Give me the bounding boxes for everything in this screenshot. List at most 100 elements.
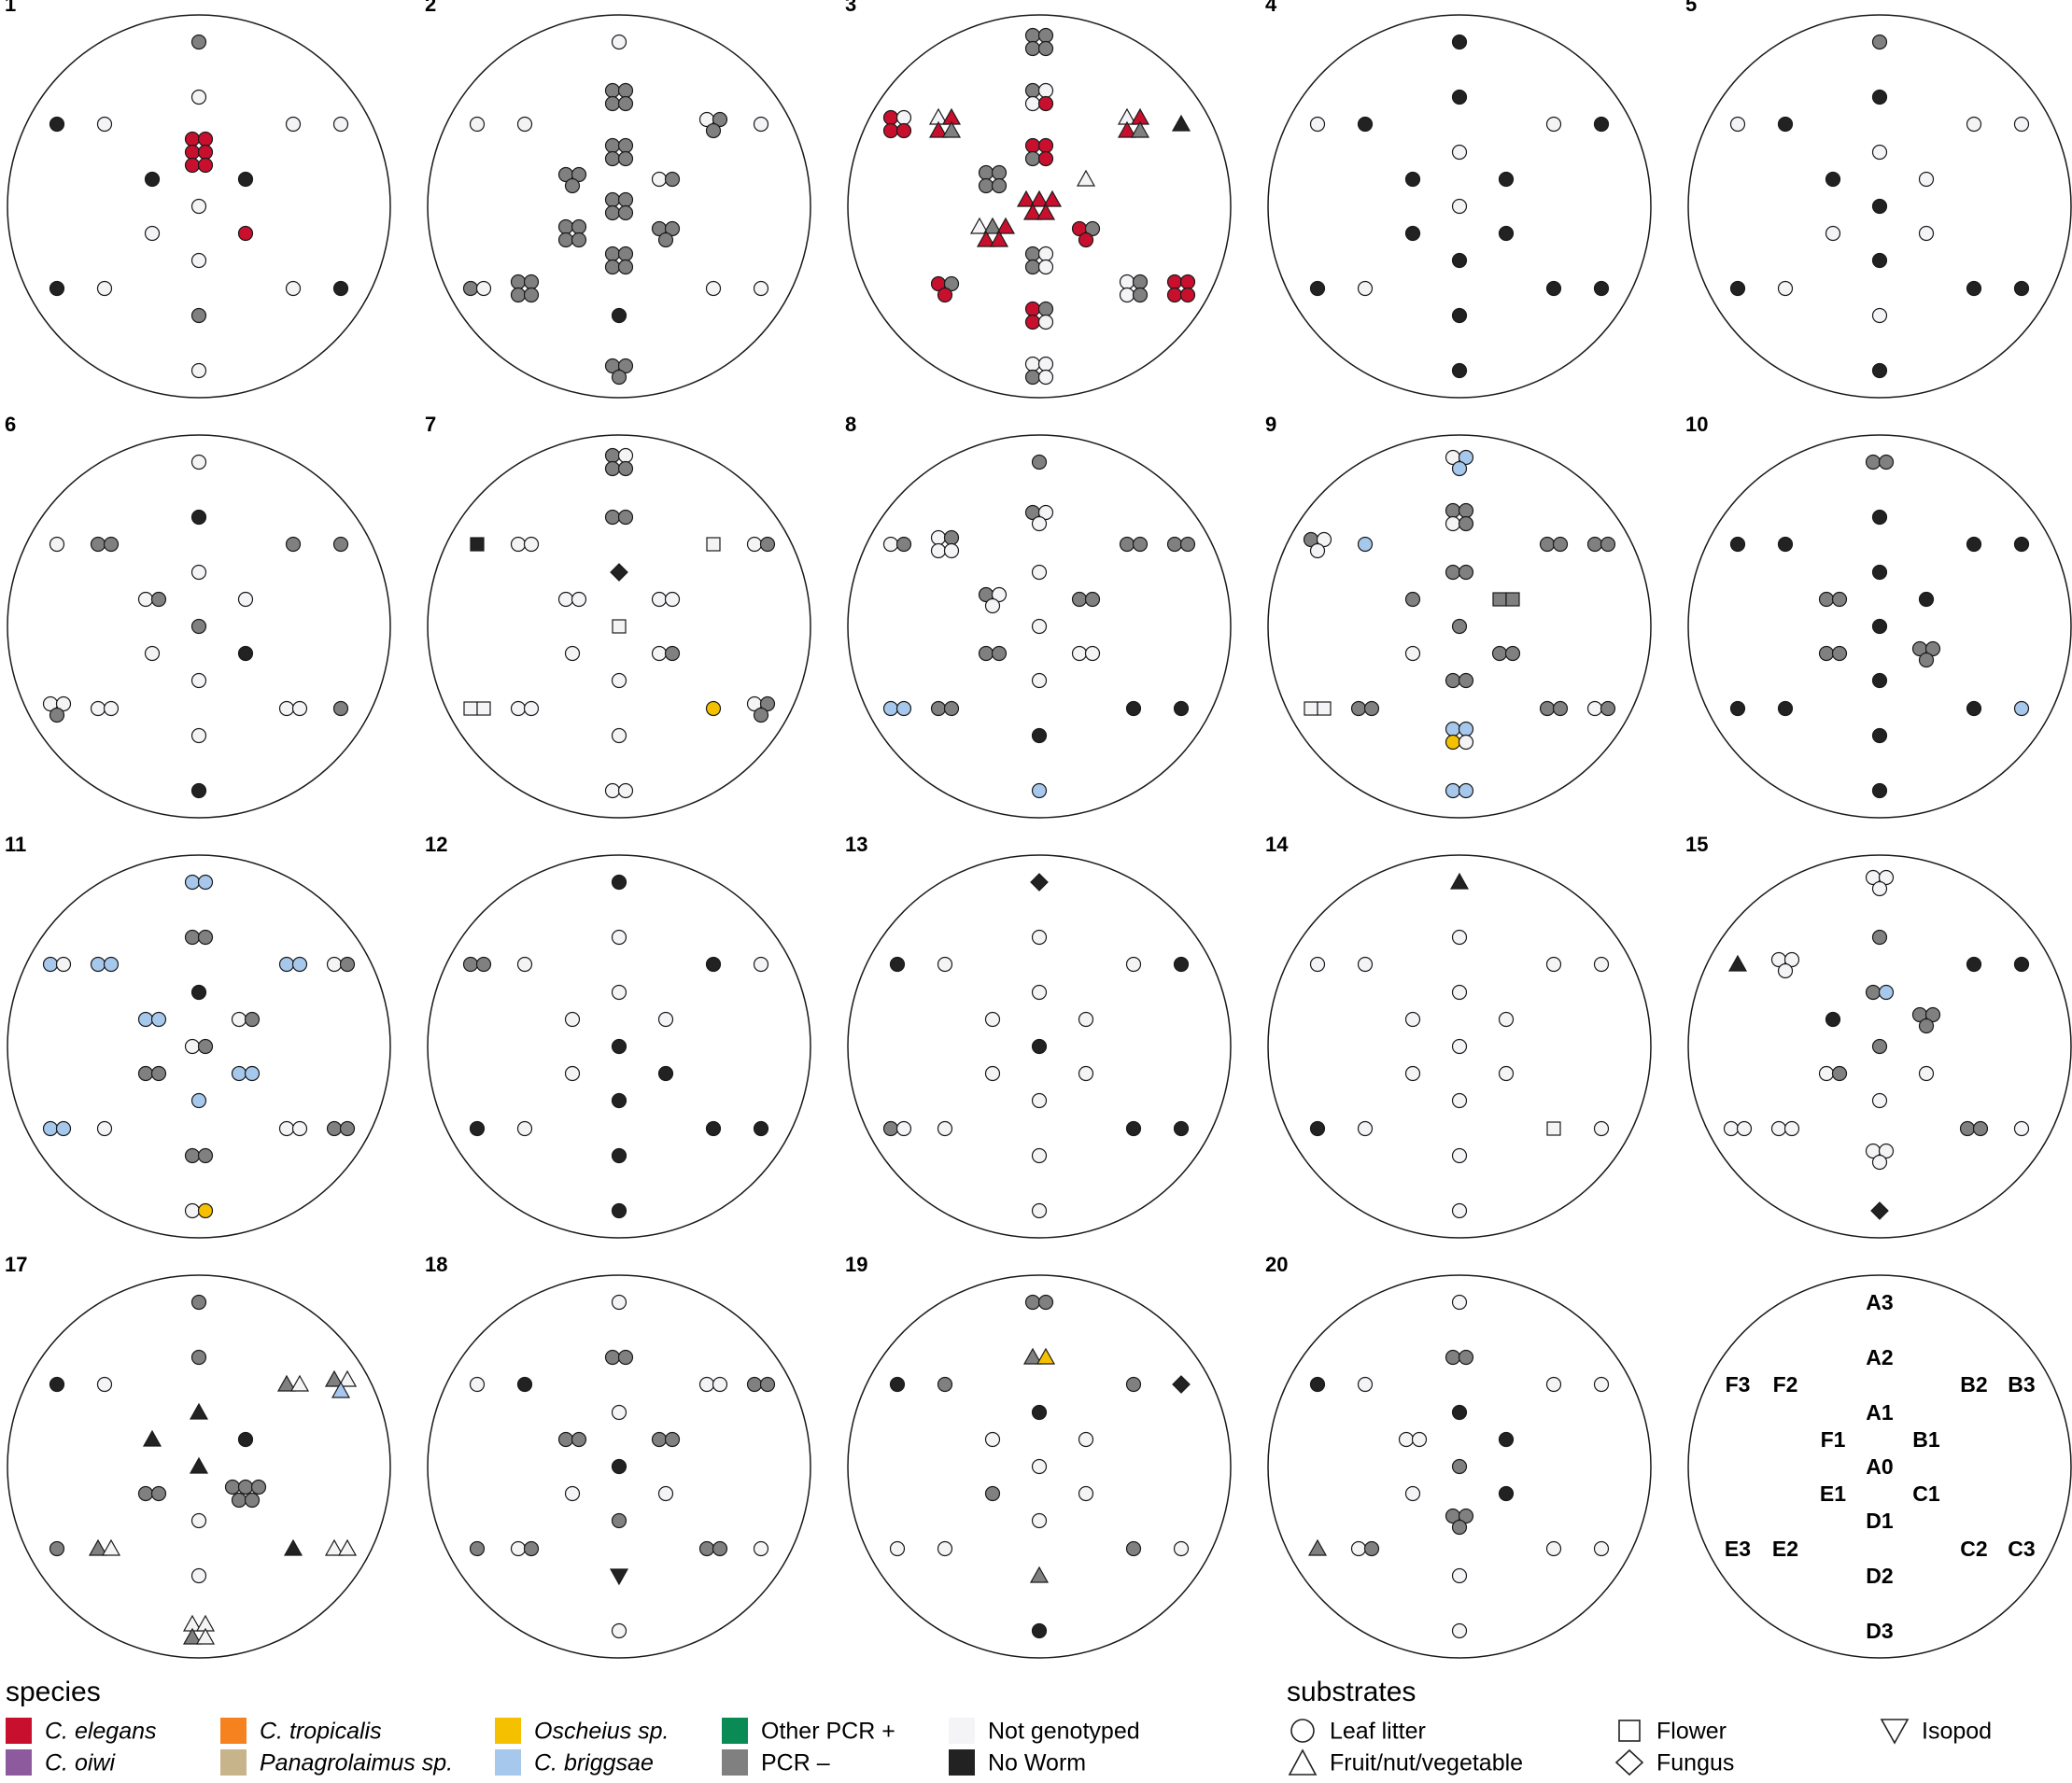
panel-number: 5 [1685,0,1697,16]
sample-point [278,700,295,717]
sample-cluster [610,563,628,582]
sample-cluster [1959,1120,1989,1137]
sample-cluster [1031,1512,1048,1529]
sample-cluster [1918,171,1935,188]
sample-cluster [969,217,1016,247]
sample-point [237,645,254,662]
sample-point [1404,171,1421,188]
sample-cluster [564,1485,581,1502]
species-swatch [220,1749,247,1776]
sample-point [617,1349,634,1366]
sample-cluster [1586,536,1616,553]
sample-point [1552,536,1569,553]
sample-cluster [1024,27,1054,57]
sample-point [611,1622,627,1639]
species-label: Other PCR + [761,1718,895,1745]
sample-point [184,874,201,891]
sample-cluster [882,1120,912,1137]
sample-cluster [882,700,912,717]
species-label: Panagrolaimus sp. [260,1749,454,1776]
sample-cluster [332,280,349,297]
sample-point [1777,116,1794,133]
sample-cluster [1871,252,1888,269]
panel-boundary [847,14,1232,399]
sample-cluster [1498,1431,1515,1448]
sample-point [523,1540,540,1557]
sample-point [698,1376,715,1393]
sample-cluster [1871,34,1888,50]
sample-cluster [1309,280,1326,297]
sample-cluster [984,1065,1001,1082]
sample-point [283,1538,303,1556]
sample-point [190,782,207,799]
sample-point [1078,1485,1094,1502]
sample-cluster [1871,89,1888,105]
sample-point [55,695,72,712]
sample-point [611,984,627,1001]
sample-point [184,929,201,946]
sample-cluster [1172,1375,1191,1394]
sample-cluster [237,1431,254,1448]
sample-cluster [1445,782,1474,799]
sample-point [1037,314,1054,330]
sample-cluster [1777,700,1794,717]
sample-cluster [611,1202,627,1219]
sample-point [1078,1011,1094,1028]
sample-point [523,274,540,290]
sample-point [937,1540,953,1557]
sample-cluster [190,198,207,215]
sample-cluster [1911,640,1941,668]
sample-cluster [1451,252,1468,269]
sample-point [469,116,486,133]
sample-point [1029,190,1050,207]
sample-point [190,727,207,744]
sample-point [1451,1038,1468,1055]
sample-cluster [1966,536,1982,553]
sample-cluster [1024,356,1054,386]
sample-point [937,956,953,973]
sample-cluster [889,1540,906,1557]
sample-point [1132,536,1149,553]
sample-cluster [753,956,769,973]
sample-cluster [1451,984,1468,1001]
sample-point [1350,1540,1367,1557]
sample-cluster [882,109,912,139]
sample-cluster [1309,1376,1326,1393]
sample-cluster [324,1369,358,1398]
sample-cluster [564,1065,581,1082]
sample-point [1729,536,1746,553]
sample-point [332,700,349,717]
sample-point [1451,460,1468,477]
sample-point [753,280,769,297]
sample-cluster [1031,1458,1048,1475]
sample-point [1451,307,1468,324]
sample-point [889,956,906,973]
sample-point [90,700,106,717]
sample-point [1037,95,1054,112]
sample-point [2013,956,2030,973]
sample-cluster [1125,700,1142,717]
sample-point [611,672,627,689]
sample-point [244,1492,261,1509]
sampling-panel: 12 [425,833,811,1239]
sample-cluster [1966,700,1982,717]
sample-point [1042,190,1063,207]
sample-point [1404,1485,1421,1502]
sample-point [278,1120,295,1137]
sample-point [144,645,161,662]
sample-point [332,280,349,297]
sample-point [1022,1347,1043,1365]
sample-cluster [276,1374,310,1392]
sample-cluster [1498,1485,1515,1502]
sample-cluster [611,727,627,744]
sample-cluster [516,1120,533,1137]
sample-cluster [930,275,960,303]
sample-point [190,252,207,269]
sample-cluster [698,1540,728,1557]
sample-cluster [1307,1538,1328,1556]
sample-point [1491,645,1508,662]
sample-cluster [604,191,634,221]
sample-cluster [184,1147,214,1164]
substrate-label: Isopod [1922,1718,1993,1745]
sample-cluster [144,645,161,662]
